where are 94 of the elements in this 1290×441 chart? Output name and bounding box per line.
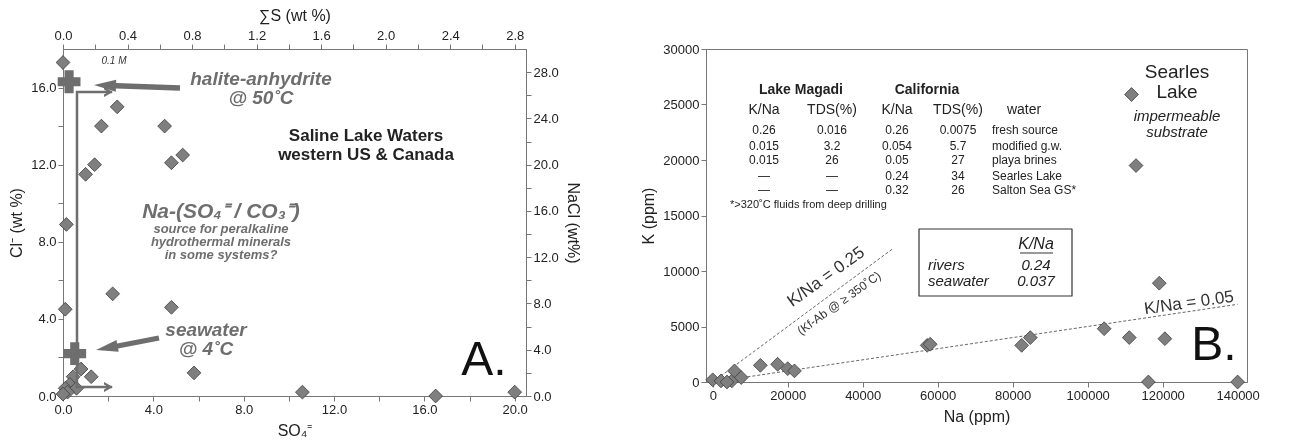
annotation: A. bbox=[461, 332, 507, 385]
annotation: 0.015 bbox=[748, 153, 780, 167]
x-axis-title: SO₄⁼ bbox=[277, 421, 313, 439]
x2-tick-label: 2.0 bbox=[377, 27, 396, 43]
annotation: playa brines bbox=[992, 153, 1057, 167]
x2-tick-label: 1.6 bbox=[312, 27, 331, 43]
annotation: — bbox=[758, 169, 770, 183]
y2-tick-label: 24.0 bbox=[533, 110, 559, 126]
annotation: Salton Sea GS* bbox=[992, 183, 1077, 197]
x-tick-label: 20000 bbox=[770, 387, 807, 403]
x-tick-label: 0 bbox=[709, 387, 717, 403]
y-tick-label: 4.0 bbox=[38, 311, 57, 327]
annotation: Saline Lake Waters western US & Canada bbox=[277, 125, 455, 164]
annotation: Na-(SO₄⁼ / CO₃⁼) bbox=[142, 199, 300, 222]
annotation: Searles Lake bbox=[992, 169, 1063, 183]
x2-axis-title: ∑S (wt %) bbox=[259, 6, 331, 25]
annotation: K/Na bbox=[881, 101, 913, 117]
y-tick-label: 16.0 bbox=[31, 80, 57, 96]
annotation: impermeable substrate bbox=[1133, 107, 1221, 140]
y-tick-label: 5000 bbox=[670, 319, 700, 334]
y-tick-label: 30000 bbox=[663, 41, 700, 57]
x2-tick-label: 0.8 bbox=[183, 27, 202, 43]
annotation: — bbox=[826, 169, 838, 183]
annotation: 0.0075 bbox=[939, 123, 977, 137]
annotation: 0.26 bbox=[752, 123, 776, 137]
x2-tick-label: 2.4 bbox=[441, 27, 460, 43]
annotation: K/Na bbox=[748, 101, 780, 117]
annotation: halite-anhydrite @ 50˚C bbox=[190, 67, 333, 108]
annotation: TDS(%) bbox=[807, 101, 857, 117]
annotation: 0.015 bbox=[748, 139, 780, 153]
annotation: fresh source bbox=[992, 123, 1059, 137]
x-tick-label: 80000 bbox=[995, 387, 1032, 403]
y-tick-label: 20000 bbox=[663, 152, 700, 168]
annotation: modified g.w. bbox=[992, 139, 1063, 153]
annotation: 0.037 bbox=[1017, 272, 1056, 289]
y2-tick-label: 12.0 bbox=[533, 249, 559, 265]
x-tick-label: 8.0 bbox=[235, 401, 254, 417]
y-axis-title: K (ppm) bbox=[640, 187, 658, 245]
annotation: *>320˚C fluids from deep drilling bbox=[730, 198, 887, 210]
x2-tick-label: 1.2 bbox=[248, 27, 267, 43]
annotation: rivers bbox=[928, 256, 966, 273]
annotation: 34 bbox=[951, 169, 965, 183]
annotation: — bbox=[758, 183, 770, 197]
annotation: 0.32 bbox=[885, 183, 909, 197]
annotation: TDS(%) bbox=[933, 101, 983, 117]
annotation: 0.016 bbox=[816, 123, 848, 137]
y-tick-label: 12.0 bbox=[31, 157, 57, 173]
annotation: B. bbox=[1191, 317, 1237, 370]
x2-tick-label: 0.0 bbox=[54, 27, 73, 43]
annotation: 0.24 bbox=[1021, 256, 1051, 273]
x-tick-label: 40000 bbox=[845, 387, 882, 403]
y2-tick-label: 4.0 bbox=[533, 342, 552, 358]
annotation: water bbox=[1005, 101, 1042, 117]
y2-tick-label: 28.0 bbox=[533, 64, 559, 80]
annotation: seawater @ 4˚C bbox=[165, 318, 249, 359]
annotation: 0.054 bbox=[881, 139, 913, 153]
annotation: 0.24 bbox=[885, 169, 909, 183]
annotation: 26 bbox=[951, 183, 965, 197]
y2-tick-label: 16.0 bbox=[533, 203, 559, 219]
y-tick-label: 10000 bbox=[663, 263, 700, 279]
x-tick-label: 120000 bbox=[1141, 387, 1185, 403]
annotation: seawater bbox=[928, 272, 990, 289]
text: K/Na = 0.05 bbox=[1142, 286, 1235, 319]
x-axis-title: Na (ppm) bbox=[943, 407, 1011, 425]
annotation: 5.7 bbox=[949, 139, 967, 153]
y-tick-label: 8.0 bbox=[38, 234, 57, 250]
x-tick-label: 16.0 bbox=[412, 401, 438, 417]
y-tick-label: 15000 bbox=[663, 208, 700, 223]
x-tick-label: 4.0 bbox=[144, 401, 163, 417]
annotation: 27 bbox=[951, 153, 965, 167]
annotation: — bbox=[826, 183, 838, 197]
y-tick-label: 25000 bbox=[663, 97, 700, 112]
x2-tick-label: 2.8 bbox=[506, 27, 525, 43]
annotation: 0.1 M bbox=[101, 55, 128, 66]
annotation: 0.26 bbox=[885, 123, 909, 137]
x-tick-label: 12.0 bbox=[321, 401, 348, 417]
x-tick-label: 20.0 bbox=[502, 401, 528, 417]
x-tick-label: 60000 bbox=[920, 387, 957, 403]
annotation: 0.05 bbox=[885, 153, 909, 167]
y-tick-label: 0 bbox=[692, 374, 700, 390]
x-tick-label: 0.0 bbox=[54, 401, 73, 417]
annotation: K/Na bbox=[1018, 235, 1054, 252]
y2-axis-title: NaCl (wt%) bbox=[564, 182, 582, 264]
annotation: Searles Lake bbox=[1144, 61, 1210, 102]
x2-tick-label: 0.4 bbox=[118, 27, 138, 43]
annotation: Lake Magadi bbox=[758, 81, 844, 97]
annotation: California bbox=[894, 81, 960, 97]
annotation: 26 bbox=[825, 153, 839, 167]
x-tick-label: 140000 bbox=[1216, 387, 1260, 403]
y2-tick-label: 8.0 bbox=[533, 295, 552, 311]
y-axis-title: Cl⁻ (wt %) bbox=[8, 188, 26, 258]
annotation: 3.2 bbox=[823, 139, 841, 153]
x-tick-label: 100000 bbox=[1066, 387, 1110, 403]
y2-tick-label: 20.0 bbox=[533, 157, 559, 173]
